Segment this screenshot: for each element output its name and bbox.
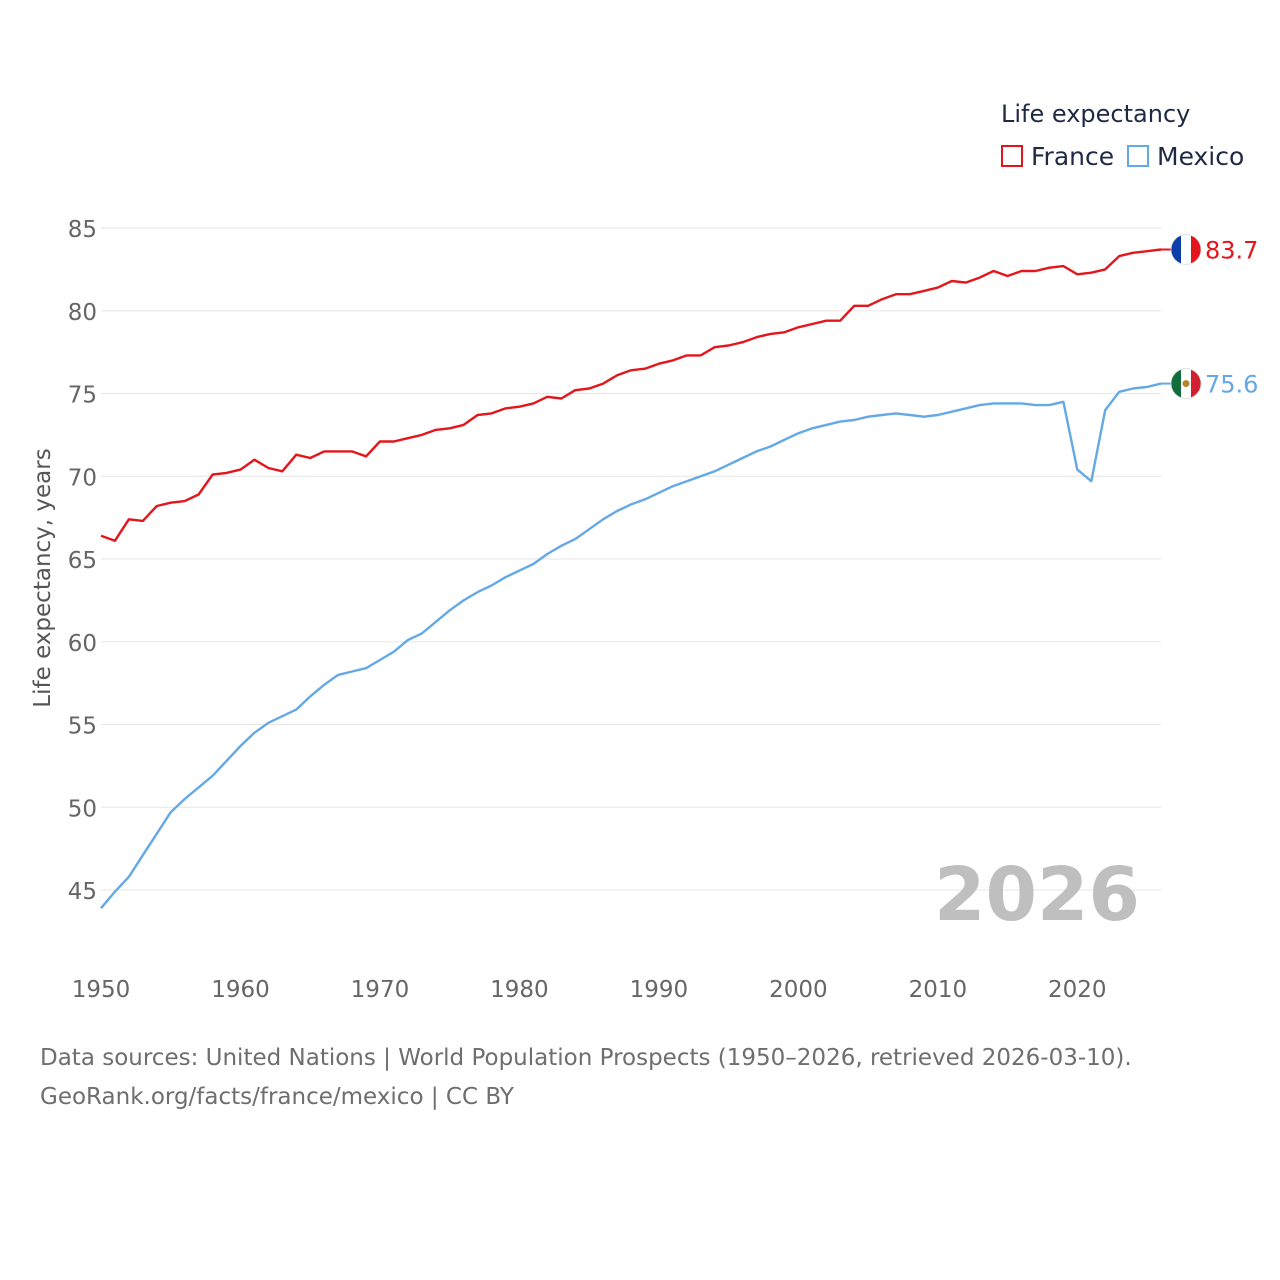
legend-item-mexico[interactable]: Mexico bbox=[1127, 141, 1245, 171]
legend-swatch-france bbox=[1001, 145, 1023, 167]
france-flag-icon bbox=[1170, 234, 1202, 265]
legend-swatch-mexico bbox=[1127, 145, 1149, 167]
mexico-flag-icon bbox=[1170, 368, 1202, 399]
x-tick-label: 1980 bbox=[490, 977, 549, 1003]
y-tick-label: 65 bbox=[68, 548, 97, 574]
x-tick-label: 2010 bbox=[909, 977, 968, 1003]
y-tick-label: 75 bbox=[68, 383, 97, 409]
source-note: Data sources: United Nations | World Pop… bbox=[40, 1045, 1132, 1071]
legend-title: Life expectancy bbox=[1001, 100, 1191, 128]
y-tick-label: 60 bbox=[68, 631, 97, 657]
x-tick-label: 1970 bbox=[351, 977, 410, 1003]
end-label-france: 83.7 bbox=[1205, 237, 1258, 265]
gridlines bbox=[101, 227, 1161, 891]
x-tick-label: 2000 bbox=[769, 977, 828, 1003]
series-lines bbox=[100, 248, 1162, 909]
legend-label-france: France bbox=[1031, 141, 1115, 171]
y-axis-label: Life expectancy, years bbox=[30, 448, 56, 707]
x-tick-label: 1990 bbox=[630, 977, 689, 1003]
x-tick-label: 1950 bbox=[72, 977, 131, 1003]
y-tick-label: 80 bbox=[68, 300, 97, 326]
y-tick-label: 45 bbox=[68, 879, 97, 905]
year-watermark: 2026 bbox=[934, 852, 1140, 938]
y-tick-label: 85 bbox=[68, 217, 97, 243]
series-line-mexico bbox=[100, 382, 1162, 909]
x-axis-ticks: 1950 1960 1970 1980 1990 2000 2010 2020 bbox=[72, 977, 1107, 1003]
y-axis-ticks: 45 50 55 60 65 70 75 80 85 bbox=[68, 217, 97, 905]
y-tick-label: 70 bbox=[68, 465, 97, 491]
legend-label-mexico: Mexico bbox=[1157, 141, 1245, 171]
x-tick-label: 2020 bbox=[1048, 977, 1107, 1003]
series-line-france bbox=[100, 248, 1162, 542]
y-tick-label: 50 bbox=[68, 796, 97, 822]
source-link[interactable]: GeoRank.org/facts/france/mexico | CC BY bbox=[40, 1084, 514, 1110]
legend-item-france[interactable]: France bbox=[1001, 141, 1115, 171]
y-tick-label: 55 bbox=[68, 714, 97, 740]
x-tick-label: 1960 bbox=[211, 977, 270, 1003]
end-label-mexico: 75.6 bbox=[1205, 371, 1258, 399]
series-end-labels: 83.7 75.6 bbox=[1161, 234, 1258, 399]
